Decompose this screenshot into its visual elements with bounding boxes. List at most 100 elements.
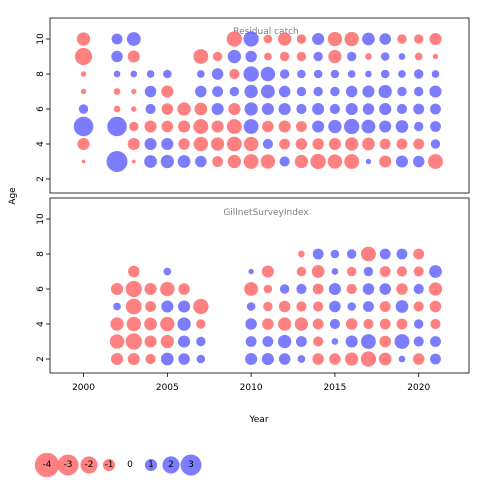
bubble-point	[144, 335, 157, 348]
y-tick-label: 6	[36, 286, 46, 292]
x-tick-label: 2020	[407, 383, 430, 393]
bubble-point	[278, 300, 291, 313]
bubble-point	[163, 69, 172, 79]
bubble-point	[279, 51, 290, 62]
bubble-point	[263, 34, 273, 44]
bubble-point	[113, 88, 121, 95]
bubble-point	[260, 66, 276, 82]
bubble-point	[246, 302, 256, 311]
bubble-point	[161, 120, 174, 133]
bubble-point	[328, 49, 342, 64]
bubble-point	[193, 49, 209, 64]
bubble-point	[430, 139, 441, 149]
bubble-point	[432, 53, 439, 60]
bubble-point	[196, 354, 206, 364]
bubble-point	[396, 283, 408, 295]
bubble-point	[111, 33, 123, 45]
bubble-point	[193, 119, 209, 134]
bubble-point	[413, 138, 425, 150]
bubble-point	[129, 121, 139, 132]
bubble-marks	[73, 31, 443, 172]
bubble-point	[263, 301, 273, 312]
bubble-point	[329, 353, 341, 365]
legend-label: 1	[148, 460, 154, 470]
bubble-point	[144, 155, 157, 168]
bubble-point	[395, 120, 409, 133]
bubble-point	[312, 102, 325, 116]
bubble-point	[413, 283, 424, 295]
bubble-point	[131, 159, 136, 164]
bubble-point	[193, 136, 209, 152]
bubble-point	[397, 34, 407, 44]
y-tick-label: 8	[36, 71, 46, 77]
legend-label: -3	[64, 460, 73, 470]
bubble-point	[144, 282, 157, 296]
bubble-point	[77, 137, 90, 151]
bubble-point	[113, 70, 121, 78]
bubble-point	[379, 301, 391, 312]
y-tick-label: 8	[36, 251, 46, 257]
bubble-point	[311, 265, 325, 278]
bubble-point	[379, 318, 391, 330]
bubble-point	[279, 69, 290, 79]
bubble-point	[110, 317, 124, 331]
bubble-point	[212, 156, 224, 167]
bubble-point	[161, 137, 174, 151]
bubble-point	[160, 334, 174, 349]
bubble-point	[260, 84, 275, 99]
bubble-point	[362, 103, 375, 115]
bubble-point	[296, 266, 307, 277]
bubble-point	[413, 266, 424, 277]
bubble-point	[362, 32, 375, 46]
bubble-point	[177, 102, 191, 116]
panel-title: GillnetSurveyIndex	[223, 208, 309, 218]
bubble-point	[397, 86, 407, 97]
bubble-point	[363, 301, 374, 312]
bubble-point	[380, 52, 390, 61]
bubble-point	[395, 300, 409, 313]
bubble-point	[345, 85, 358, 98]
bubble-point	[261, 102, 274, 116]
bubble-point	[296, 34, 307, 44]
bubble-point	[362, 137, 375, 151]
bubble-point	[297, 69, 306, 79]
bubble-point	[262, 318, 274, 330]
bubble-point	[160, 352, 174, 366]
bubble-point	[178, 138, 190, 150]
panel-title: Residual catch	[233, 27, 299, 37]
bubble-point	[310, 153, 326, 170]
bubble-point	[412, 353, 425, 365]
bubble-point	[145, 103, 156, 115]
legend-label: 3	[188, 460, 194, 470]
bubble-point	[80, 71, 87, 77]
bubble-point	[107, 116, 127, 137]
legend-label: 0	[127, 460, 133, 470]
bubble-point	[430, 336, 441, 347]
bubble-point	[261, 352, 274, 366]
bubble-point	[379, 120, 392, 133]
bubble-point	[362, 85, 375, 98]
bubble-point	[312, 120, 325, 133]
bubble-point	[378, 352, 392, 366]
bubble-point	[126, 316, 141, 332]
bubble-point	[262, 120, 274, 133]
bubble-point	[178, 283, 190, 295]
x-axis-label: Year	[248, 415, 268, 425]
bubble-point	[125, 298, 142, 315]
bubble-point	[313, 301, 324, 312]
bubble-point	[345, 102, 358, 116]
bubble-point	[194, 102, 208, 116]
bubble-point	[429, 32, 442, 46]
bubble-point	[76, 32, 91, 46]
bubble-point	[312, 353, 324, 365]
bubble-point	[262, 138, 273, 150]
bubble-point	[347, 302, 356, 311]
bubble-point	[361, 119, 376, 134]
bubble-point	[329, 300, 341, 313]
bubble-point	[398, 355, 406, 363]
bubble-point	[379, 138, 391, 150]
bubble-point	[379, 33, 391, 45]
bubble-point	[144, 317, 157, 331]
bubble-point	[331, 338, 339, 345]
bubble-point	[379, 283, 391, 295]
